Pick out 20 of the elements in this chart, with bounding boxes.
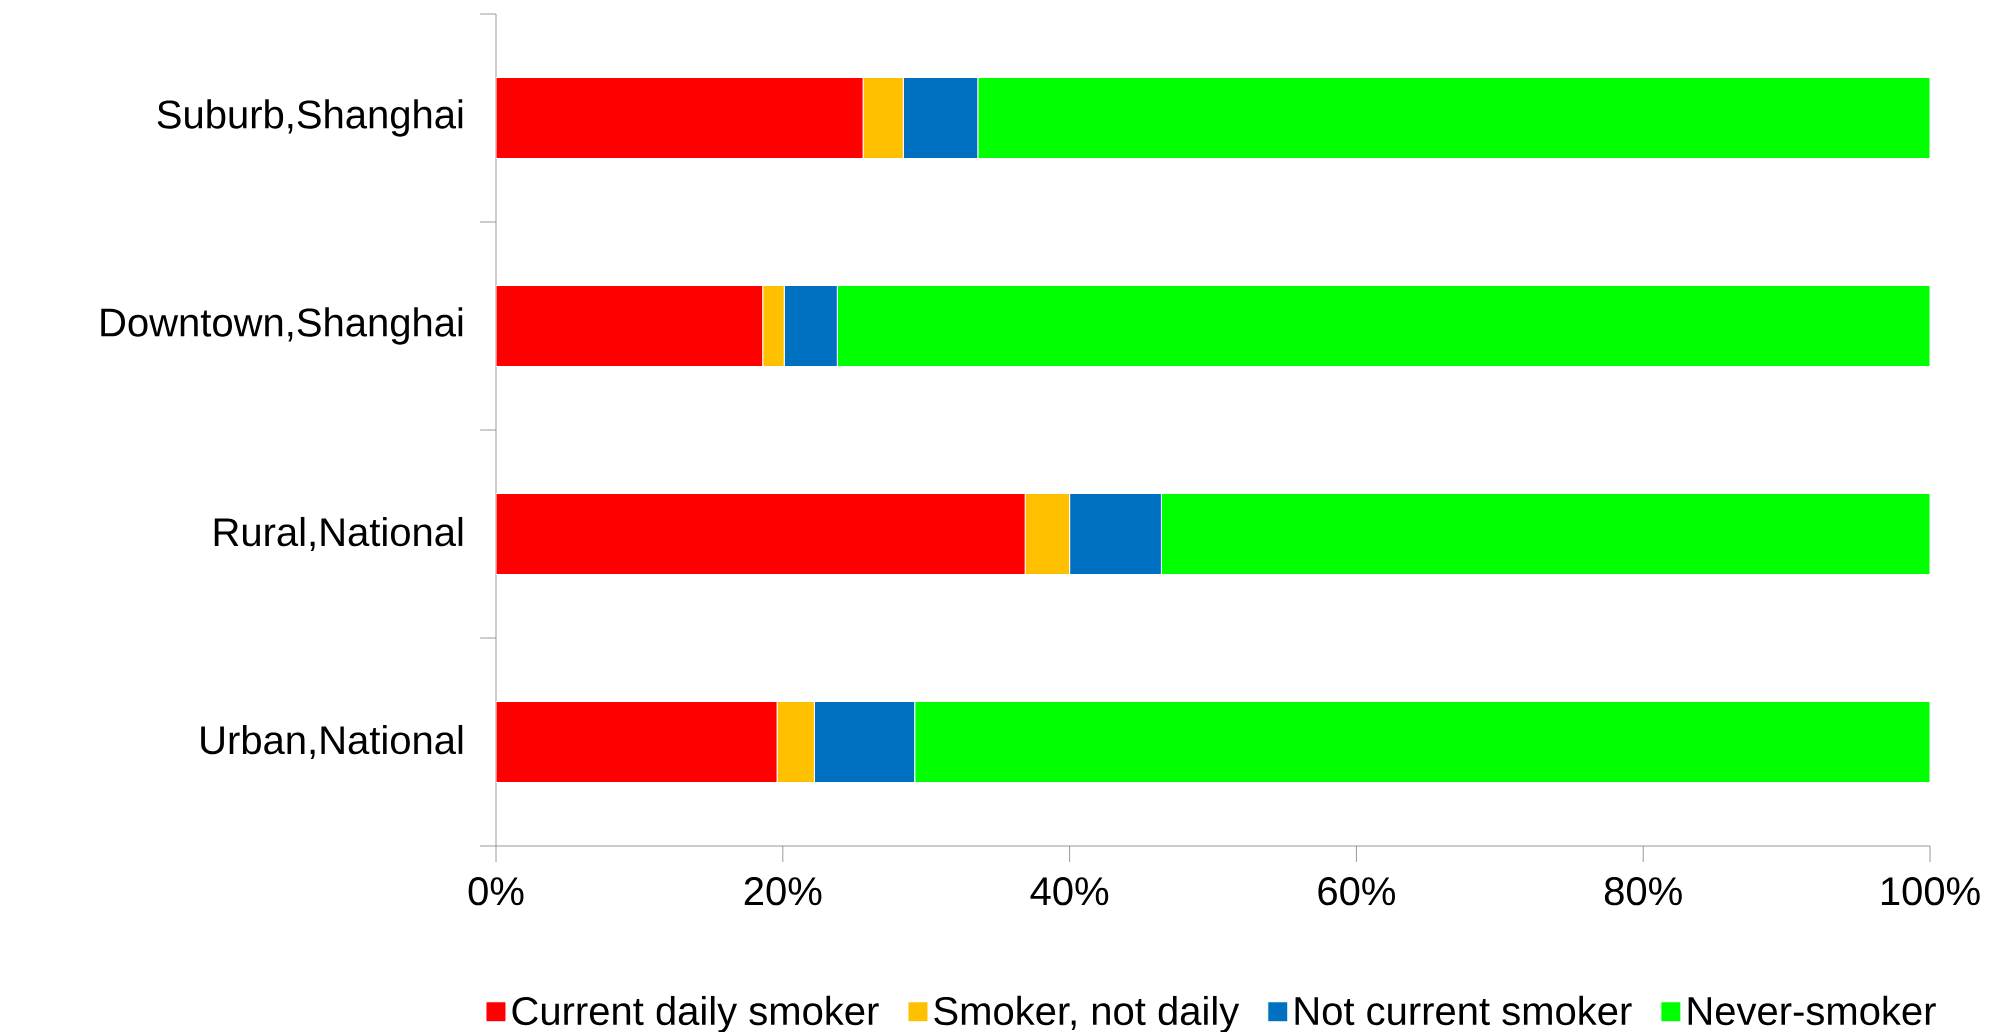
y-tick-label: Rural,National — [214, 516, 463, 552]
bar — [496, 700, 778, 784]
bar — [836, 284, 1931, 368]
x-tick-label: 80% — [1604, 877, 1682, 906]
legend-label: Not current smoker — [1295, 995, 1632, 1026]
legend-label: Never-smoker — [1688, 995, 1936, 1026]
x-tick-label: 100% — [1881, 877, 1980, 906]
bar — [1160, 492, 1931, 576]
x-tick-label: 20% — [744, 877, 822, 906]
bar — [496, 492, 1026, 576]
bar — [496, 76, 864, 160]
y-tick-label: Urban,National — [201, 724, 463, 760]
bar — [914, 700, 1931, 784]
x-tick-label: 60% — [1318, 877, 1395, 906]
y-tick-label: Downtown,Shanghai — [101, 307, 463, 345]
bar — [977, 76, 1931, 160]
x-tick-label: 0% — [468, 877, 524, 906]
bar — [496, 284, 764, 368]
y-tick-label: Suburb,Shanghai — [157, 99, 463, 137]
x-tick-label: 40% — [1030, 877, 1109, 906]
